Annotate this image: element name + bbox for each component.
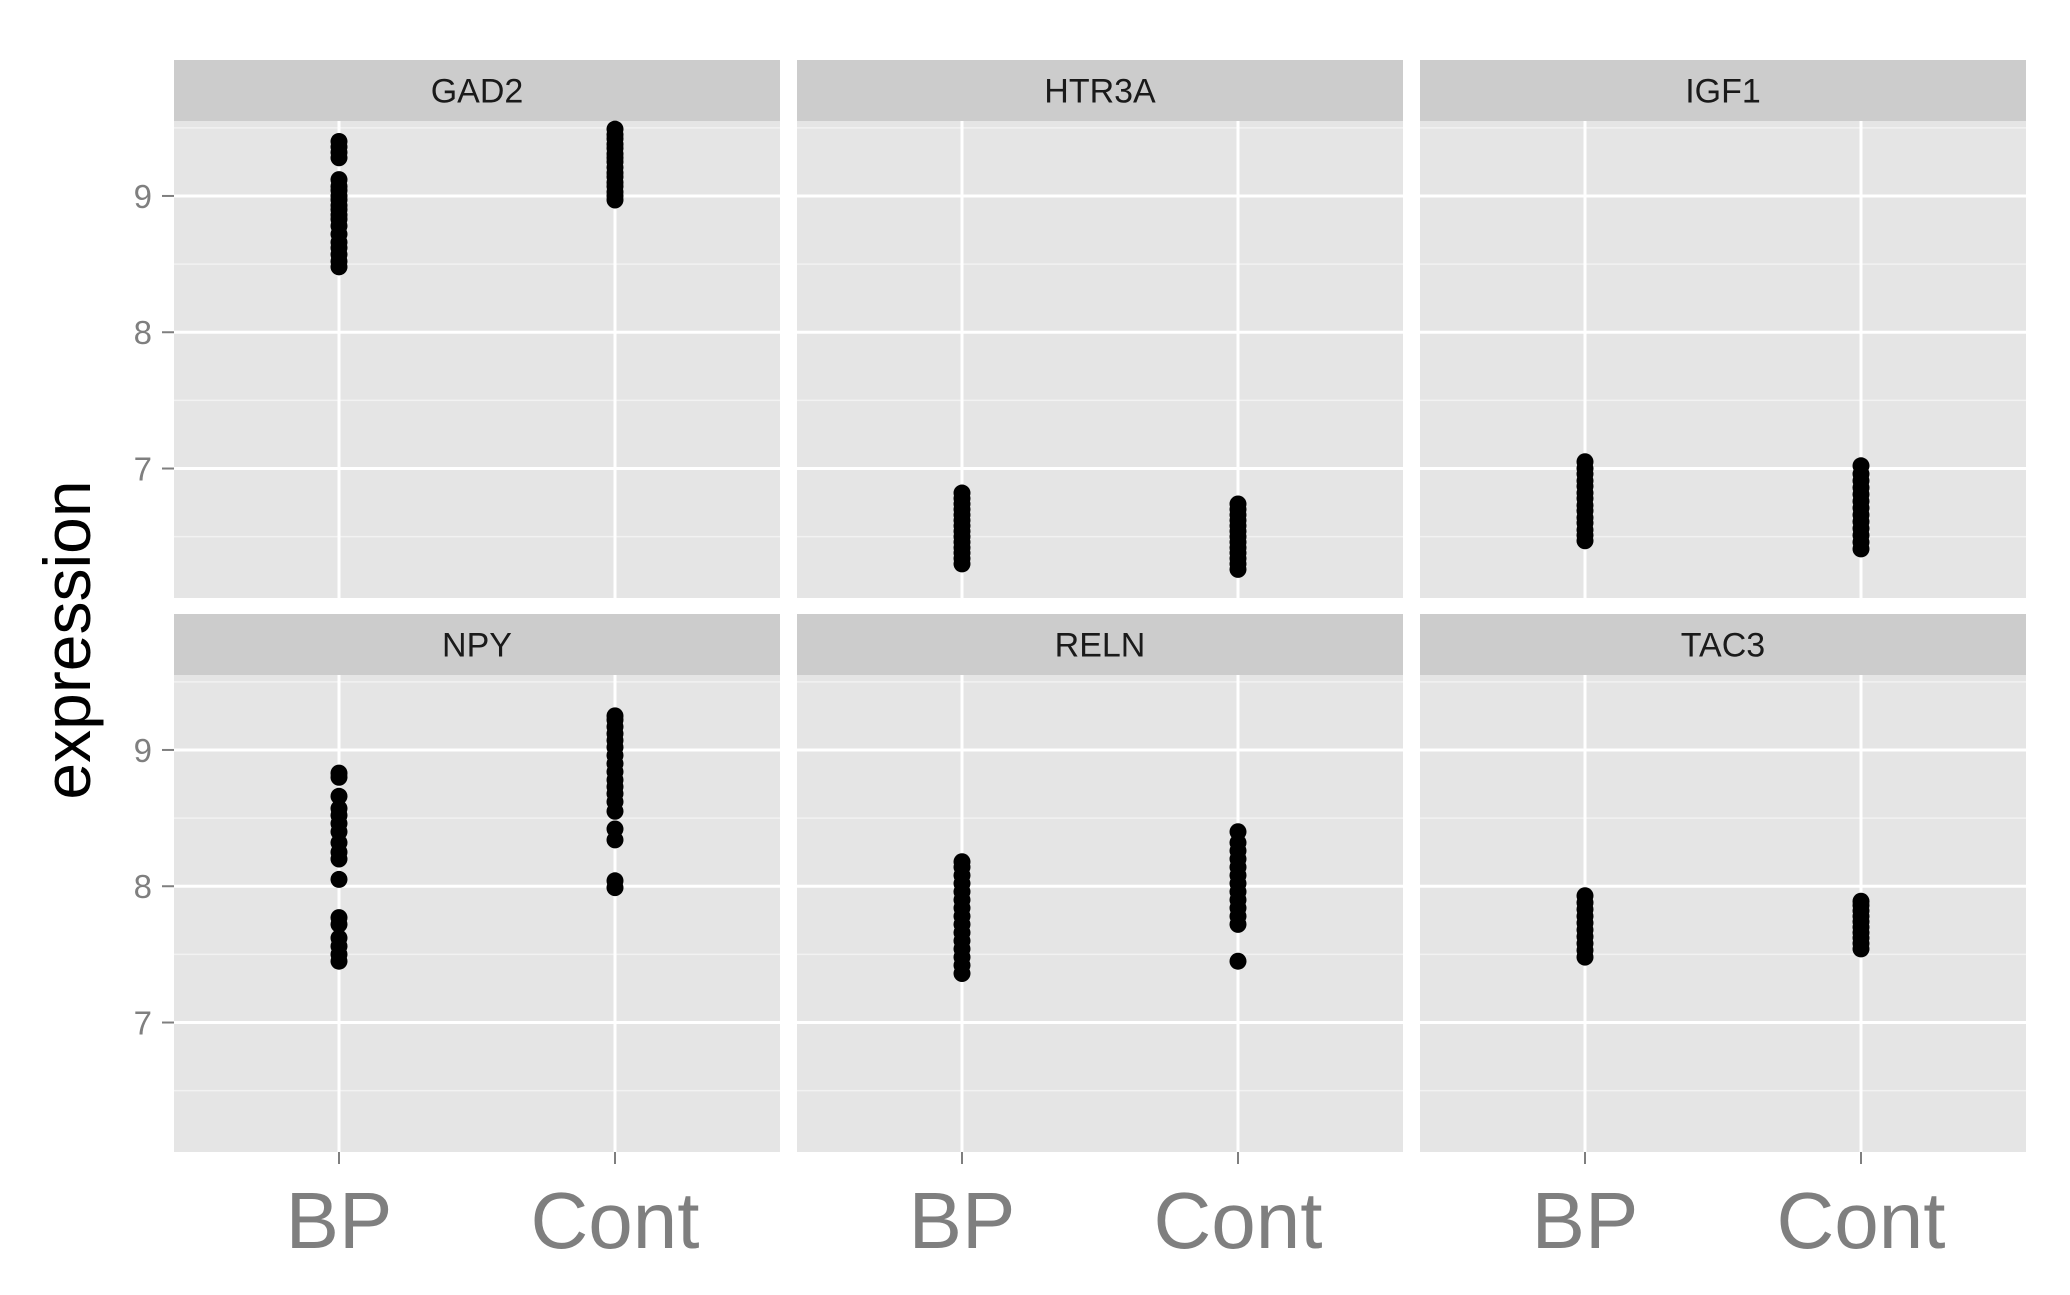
x-tick-label: Cont (1154, 1176, 1323, 1265)
facet-strip (797, 614, 1403, 675)
data-point-npy-bp (330, 800, 348, 818)
data-point-npy-cont (606, 872, 624, 890)
data-point-gad2-bp (330, 132, 348, 150)
y-tick-label: 9 (134, 178, 152, 215)
facet-strip (174, 614, 780, 675)
data-point-tac3-cont (1852, 892, 1870, 910)
panels-layer: GAD2 HTR3A IGF1 NPY RELN TAC3 (174, 60, 2026, 1152)
y-tick-label: 8 (134, 314, 152, 351)
x-tick-label: BP (909, 1176, 1016, 1265)
data-point-htr3a-cont (1229, 495, 1247, 513)
facet-strip-label: RELN (1055, 627, 1146, 665)
panel-background (1420, 675, 2026, 1152)
data-point-igf1-cont (1852, 457, 1870, 475)
facet-strip-label: NPY (442, 627, 512, 665)
y-tick-label: 9 (134, 732, 152, 769)
panel-background (174, 121, 780, 598)
facet-strip (1420, 60, 2026, 121)
panel-background (174, 675, 780, 1152)
facet-panel-htr3a: HTR3A (797, 60, 1403, 598)
x-tick-label: Cont (531, 1176, 700, 1265)
panel-background (1420, 121, 2026, 598)
data-point-reln-cont (1229, 952, 1247, 970)
y-axis-ticks: 7 8 9 7 8 9 (134, 178, 174, 1042)
facet-strip-label: HTR3A (1044, 73, 1156, 111)
y-tick-label: 8 (134, 868, 152, 905)
y-tick-label: 7 (134, 1005, 152, 1042)
data-point-npy-cont (606, 707, 624, 725)
data-point-npy-bp (330, 764, 348, 782)
facet-strip-label: GAD2 (431, 73, 524, 111)
x-tick-label: BP (1532, 1176, 1639, 1265)
facet-strip-label: IGF1 (1685, 73, 1761, 111)
x-tick-label: BP (286, 1176, 393, 1265)
facet-panel-gad2: GAD2 (174, 60, 780, 598)
panel-background (797, 675, 1403, 1152)
data-point-npy-bp (330, 909, 348, 927)
data-point-reln-cont (1229, 823, 1247, 841)
data-point-reln-bp (953, 853, 971, 871)
data-point-htr3a-bp (953, 484, 971, 502)
facet-panel-tac3: TAC3 (1420, 614, 2026, 1152)
data-point-npy-bp (330, 870, 348, 888)
y-tick-label: 7 (134, 451, 152, 488)
x-axis-ticks: BP Cont BP Cont BP Cont (286, 1152, 1946, 1265)
facet-strip (1420, 614, 2026, 675)
data-point-tac3-bp (1576, 887, 1594, 905)
facet-panel-npy: NPY (174, 614, 780, 1152)
data-point-npy-bp (330, 929, 348, 947)
facet-panel-reln: RELN (797, 614, 1403, 1152)
x-tick-label: Cont (1777, 1176, 1946, 1265)
data-point-gad2-cont (606, 120, 624, 138)
data-point-npy-bp (330, 787, 348, 805)
facet-panel-igf1: IGF1 (1420, 60, 2026, 598)
data-point-gad2-bp (330, 171, 348, 189)
y-axis-title: expression (30, 480, 104, 799)
data-point-npy-cont (606, 820, 624, 838)
panel-background (797, 121, 1403, 598)
facet-strip (174, 60, 780, 121)
facet-strip-label: TAC3 (1681, 627, 1765, 665)
data-point-igf1-bp (1576, 453, 1594, 471)
facet-strip (797, 60, 1403, 121)
